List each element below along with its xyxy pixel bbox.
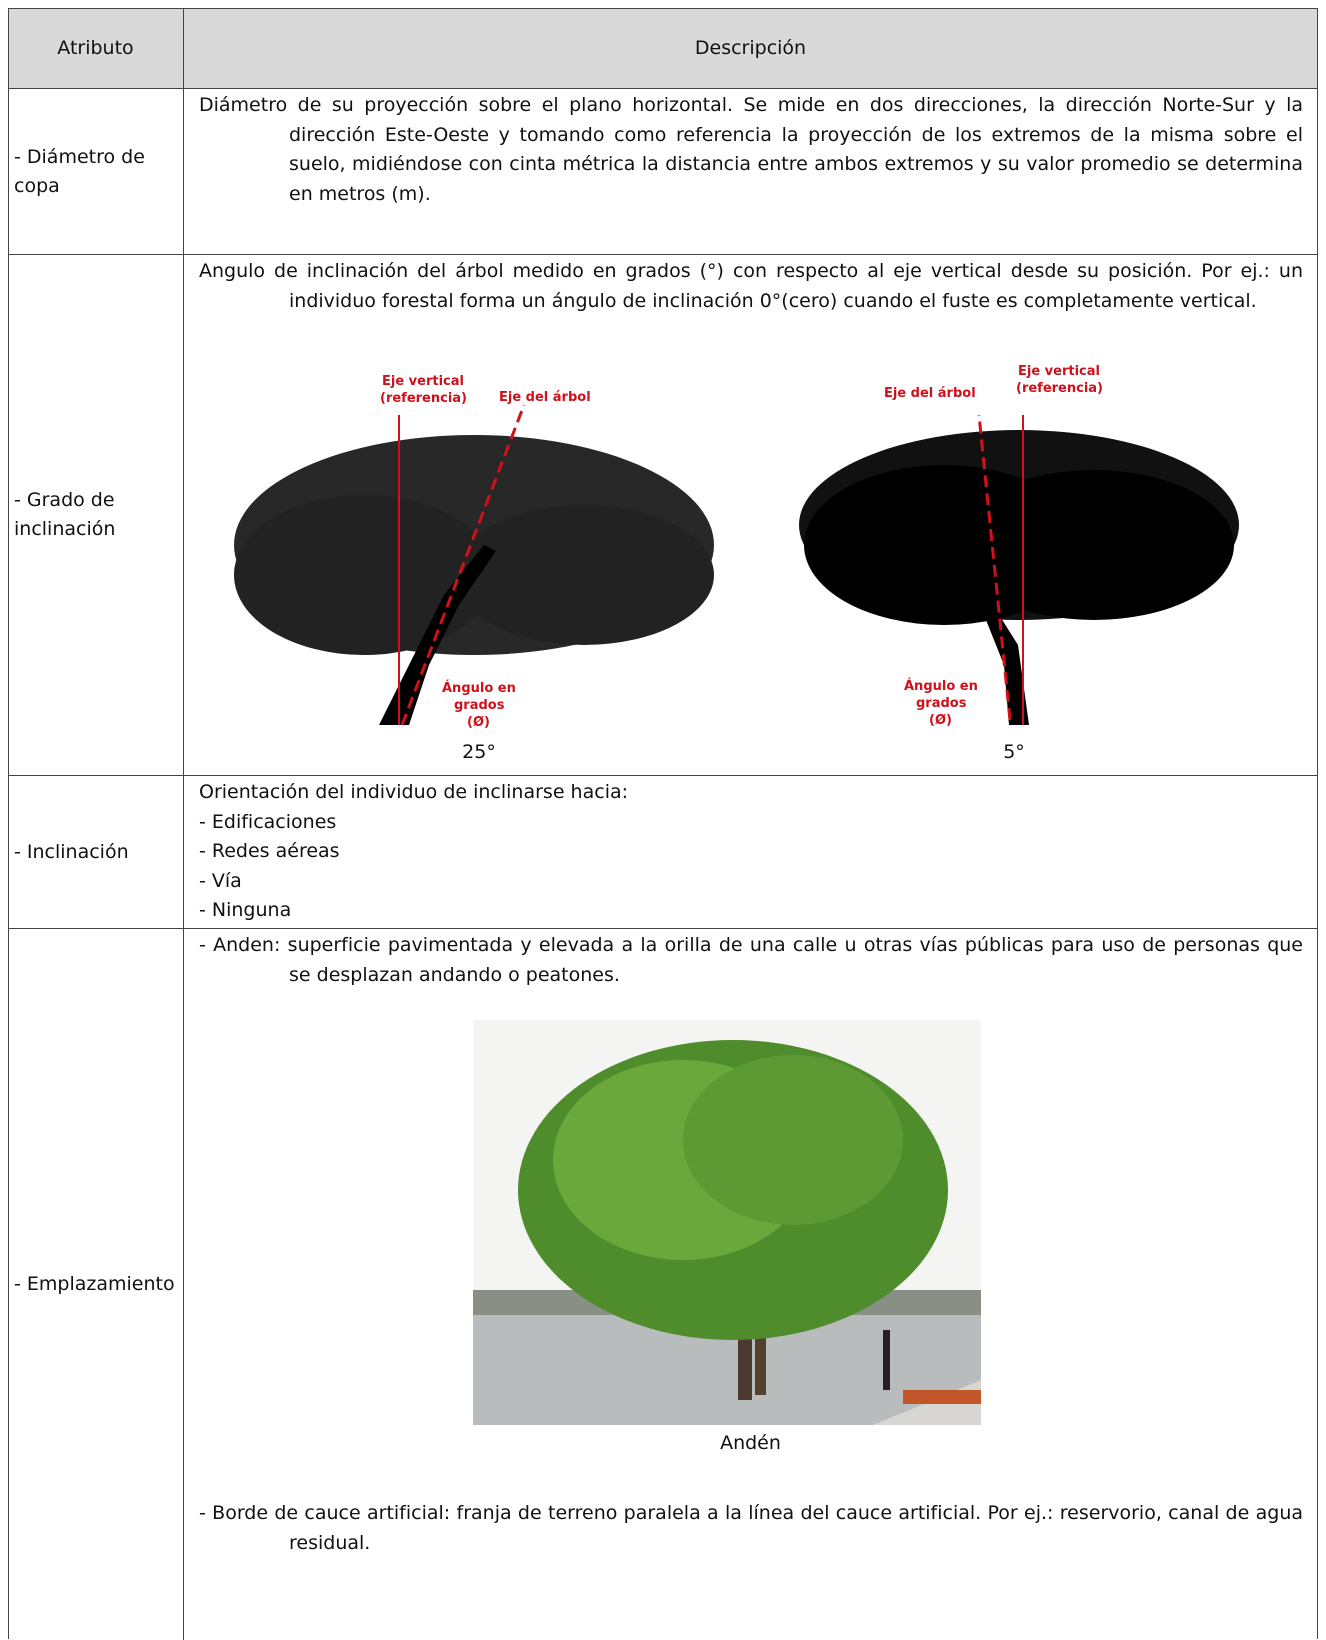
description: - Borde de cauce artificial: franja de t… (199, 1502, 1303, 1554)
header-row: Atributo Descripción (9, 9, 1317, 89)
tree-illustration: Eje vertical (referencia) Eje del árbol … (799, 364, 1239, 763)
figure-label: Ángulo en (442, 680, 516, 696)
figure-label: (referencia) (380, 391, 467, 406)
figure-label: grados (454, 698, 505, 713)
table-row: - Diámetro de copa Diámetro de su proyec… (9, 89, 1317, 255)
description: Orientación del individuo de inclinarse … (199, 781, 629, 803)
figure-label: Eje del árbol (884, 386, 976, 401)
figure-label: (Ø) (467, 715, 490, 730)
figure-caption: 25° (462, 741, 496, 763)
inclination-figures: Eje vertical (referencia) Eje del árbol … (234, 364, 1239, 763)
description-cell: Diámetro de su proyección sobre el plano… (184, 89, 1317, 254)
description: Diámetro de su proyección sobre el plano… (199, 94, 1303, 205)
table-row: - Grado de inclinación Angulo de inclina… (9, 255, 1317, 776)
figure-caption: Andén (720, 1432, 781, 1454)
attribute-cell: - Inclinación (9, 776, 184, 928)
figure-label: Ángulo en (904, 678, 978, 694)
header-cell: Descripción (694, 36, 807, 59)
figure-label: Eje del árbol (499, 390, 591, 405)
description-cell: - Anden: superficie pavimentada y elevad… (184, 929, 1317, 1640)
attribute-table: Atributo Descripción - Diámetro de copa … (8, 8, 1318, 1640)
header-cell: Atributo (9, 9, 184, 88)
attribute-cell: - Emplazamiento (9, 929, 184, 1640)
table-row: - Emplazamiento - Anden: superficie pavi… (9, 929, 1317, 1640)
table-row: - Inclinación Orientación del individuo … (9, 776, 1317, 929)
figure-label: grados (916, 696, 967, 711)
figure-label: (Ø) (929, 713, 952, 728)
figure-label: Eje vertical (1018, 364, 1100, 379)
attribute-cell: - Grado de inclinación (9, 255, 184, 775)
item: - Ninguna (199, 899, 292, 921)
item: - Redes aéreas (199, 840, 340, 862)
tree-illustration: Eje vertical (referencia) Eje del árbol … (234, 374, 714, 763)
figure-label: (referencia) (1016, 381, 1103, 396)
description: - Anden: superficie pavimentada y elevad… (199, 934, 1303, 986)
description-cell: Angulo de inclinación del árbol medido e… (184, 255, 1317, 775)
description: Angulo de inclinación del árbol medido e… (199, 260, 1303, 312)
figure-caption: 5° (1003, 741, 1025, 763)
attribute-cell: - Diámetro de copa (9, 89, 184, 254)
item: - Vía (199, 869, 242, 892)
sidewalk-photo (473, 1020, 981, 1425)
description-cell: Orientación del individuo de inclinarse … (184, 776, 1317, 928)
figure-label: Eje vertical (382, 374, 464, 389)
item: - Edificaciones (199, 810, 337, 833)
